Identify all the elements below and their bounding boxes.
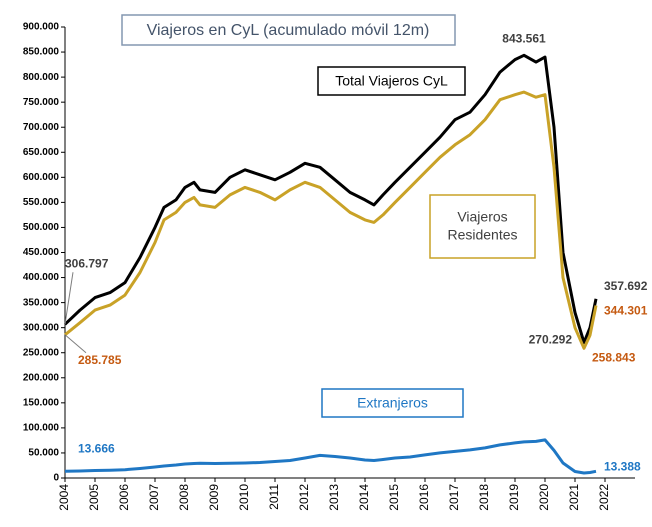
series-line	[64, 438, 597, 475]
x-tick-label: 2006	[117, 484, 131, 511]
leader-line	[64, 272, 74, 325]
title-box	[121, 14, 456, 46]
legend-box	[429, 194, 536, 259]
legend-label: Extranjeros	[357, 395, 428, 411]
y-tick-label: 450.000	[23, 247, 60, 258]
data-label: 285.785	[78, 353, 122, 367]
y-tick-label: 50.000	[28, 448, 59, 459]
data-label: 270.292	[529, 333, 573, 347]
y-tick-label: 200.000	[23, 372, 60, 383]
x-tick-label: 2017	[447, 484, 461, 511]
legend-box	[317, 66, 466, 96]
chart-title: Viajeros en CyL (acumulado móvil 12m)	[147, 22, 430, 39]
x-tick-label: 2022	[597, 484, 611, 511]
y-tick-label: 500.000	[23, 222, 60, 233]
y-tick-label: 800.000	[23, 72, 60, 83]
x-tick-label: 2004	[57, 484, 71, 511]
legend-box	[321, 388, 464, 418]
x-tick-label: 2012	[297, 484, 311, 511]
y-tick-label: 600.000	[23, 172, 60, 183]
y-tick-label: 700.000	[23, 122, 60, 133]
legend-label: Viajeros Residentes	[447, 208, 517, 242]
x-tick-label: 2019	[507, 484, 521, 511]
x-tick-label: 2021	[567, 484, 581, 511]
data-label: 13.388	[604, 459, 641, 473]
series-line	[63, 53, 598, 345]
x-tick-label: 2007	[147, 484, 161, 511]
y-tick-label: 850.000	[23, 47, 60, 58]
x-tick-label: 2020	[537, 484, 551, 511]
y-tick-label: 350.000	[23, 297, 60, 308]
legend-label: Total Viajeros CyL	[335, 73, 448, 89]
x-tick-label: 2018	[477, 484, 491, 511]
y-tick-label: 250.000	[23, 347, 60, 358]
leader-line	[64, 334, 87, 354]
data-label: 843.561	[502, 31, 546, 45]
y-tick-label: 300.000	[23, 322, 60, 333]
x-tick-label: 2015	[387, 484, 401, 511]
data-label: 13.666	[78, 441, 115, 455]
series-line	[64, 90, 598, 350]
data-label: 258.843	[592, 350, 636, 364]
x-tick-label: 2016	[417, 484, 431, 511]
x-tick-label: 2008	[177, 484, 191, 511]
x-tick-label: 2013	[327, 484, 341, 511]
x-tick-label: 2011	[267, 484, 281, 510]
y-tick-label: 550.000	[23, 197, 60, 208]
x-tick-label: 2005	[87, 484, 101, 511]
data-label: 306.797	[65, 256, 109, 270]
x-tick-label: 2014	[357, 484, 371, 511]
y-tick-label: 650.000	[23, 147, 60, 158]
x-tick-label: 2010	[237, 484, 251, 511]
y-tick-label: 100.000	[23, 423, 60, 434]
x-tick-label: 2009	[207, 484, 221, 511]
y-tick-label: 0	[53, 473, 59, 484]
y-tick-label: 150.000	[23, 397, 60, 408]
y-tick-label: 750.000	[23, 97, 60, 108]
y-tick-label: 400.000	[23, 272, 60, 283]
data-label: 344.301	[604, 304, 648, 318]
y-tick-label: 900.000	[23, 22, 60, 33]
data-label: 357.692	[604, 279, 648, 293]
